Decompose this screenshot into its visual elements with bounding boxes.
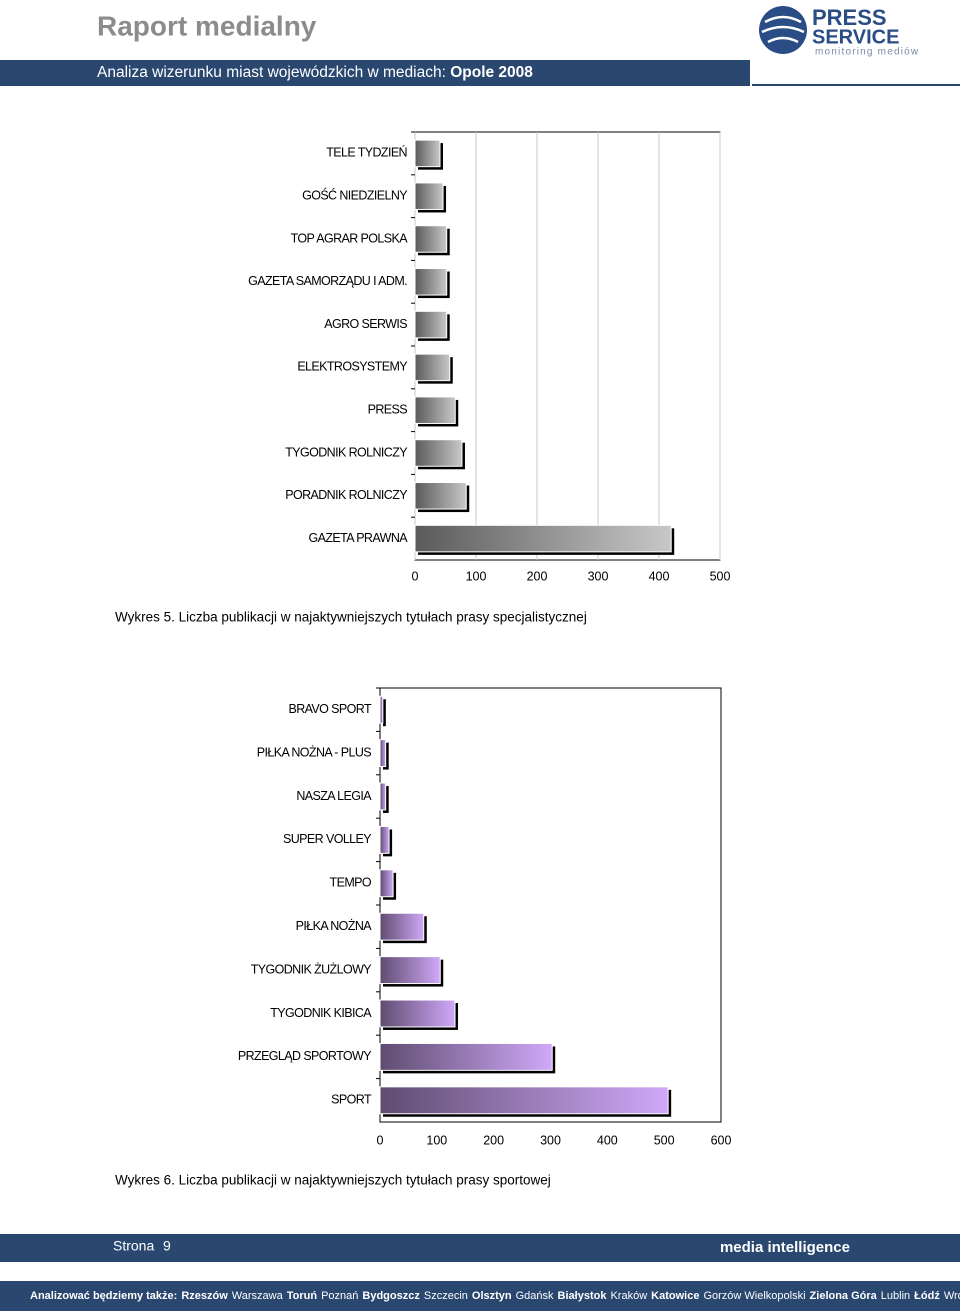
category-label: NASZA LEGIA bbox=[296, 789, 372, 803]
x-tick-label: 200 bbox=[483, 1133, 504, 1147]
cities-band bbox=[0, 1281, 960, 1311]
category-label: SPORT bbox=[331, 1093, 372, 1107]
bar bbox=[379, 825, 390, 854]
city: Olsztyn bbox=[472, 1290, 512, 1302]
city: Kraków bbox=[610, 1290, 647, 1302]
city: Poznań bbox=[321, 1290, 358, 1302]
city: Gdańsk bbox=[516, 1290, 554, 1302]
category-label: AGRO SERWIS bbox=[324, 317, 407, 331]
bar bbox=[379, 999, 456, 1028]
category-label: ELEKTROSYSTEMY bbox=[297, 360, 408, 374]
city: Lublin bbox=[881, 1290, 910, 1302]
bar bbox=[379, 912, 425, 941]
city: Łódź bbox=[914, 1290, 940, 1302]
header-band bbox=[0, 60, 750, 86]
category-label: TYGODNIK ROLNICZY bbox=[285, 445, 408, 459]
footer-band bbox=[0, 1234, 960, 1262]
city: Białystok bbox=[558, 1290, 608, 1302]
page-number: 9 bbox=[163, 1238, 171, 1254]
brand: media intelligence bbox=[720, 1239, 850, 1256]
category-label: PORADNIK ROLNICZY bbox=[285, 488, 408, 502]
x-tick-label: 600 bbox=[711, 1133, 732, 1147]
bar bbox=[414, 139, 441, 168]
chart-caption: Wykres 6. Liczba publikacji w najaktywni… bbox=[115, 1173, 551, 1188]
category-label: TOP AGRAR POLSKA bbox=[291, 231, 409, 245]
page-label: Strona bbox=[113, 1238, 154, 1254]
x-tick-label: 300 bbox=[588, 569, 609, 583]
category-label: PIŁKA NOŻNA - PLUS bbox=[257, 745, 372, 759]
category-label: TEMPO bbox=[330, 876, 372, 890]
city: Zielona Góra bbox=[810, 1290, 878, 1302]
chart-caption: Wykres 5. Liczba publikacji w najaktywni… bbox=[115, 610, 587, 625]
subtitle-bold: Opole 2008 bbox=[450, 64, 533, 81]
category-label: GAZETA SAMORZĄDU I ADM. bbox=[248, 274, 407, 288]
bar-shadow bbox=[383, 699, 386, 727]
bar bbox=[414, 353, 451, 382]
x-tick-label: 200 bbox=[527, 569, 548, 583]
x-tick-label: 500 bbox=[654, 1133, 675, 1147]
city: Warszawa bbox=[232, 1290, 284, 1302]
bar bbox=[414, 482, 467, 510]
category-label: PIŁKA NOŻNA bbox=[296, 919, 373, 933]
bar bbox=[379, 1042, 553, 1071]
logo-swoosh bbox=[761, 15, 805, 44]
subtitle-text: Analiza wizerunku miast wojewódzkich w m… bbox=[97, 64, 450, 81]
bar bbox=[414, 225, 448, 253]
category-label: GOŚĆ NIEDZIELNY bbox=[302, 187, 408, 202]
bar bbox=[379, 695, 384, 724]
category-label: BRAVO SPORT bbox=[288, 702, 372, 716]
category-label: TYGODNIK ŻUŻLOWY bbox=[251, 962, 373, 976]
x-tick-label: 500 bbox=[710, 569, 731, 583]
x-tick-label: 100 bbox=[426, 1133, 447, 1147]
bar bbox=[414, 524, 672, 553]
x-tick-label: 400 bbox=[649, 569, 670, 583]
bar bbox=[414, 310, 448, 339]
category-label: PRESS bbox=[368, 402, 408, 416]
bar bbox=[414, 268, 448, 296]
bar bbox=[379, 1086, 669, 1115]
bar bbox=[414, 396, 456, 424]
city: Szczecin bbox=[424, 1290, 468, 1302]
report-subtitle: Analiza wizerunku miast wojewódzkich w m… bbox=[97, 64, 533, 81]
bar bbox=[414, 439, 463, 467]
x-tick-label: 0 bbox=[412, 569, 419, 583]
x-tick-label: 0 bbox=[377, 1133, 384, 1147]
logo-main: PRESS bbox=[812, 5, 887, 30]
bar bbox=[379, 739, 387, 768]
category-label: TYGODNIK KIBICA bbox=[270, 1006, 372, 1020]
logo-second: SERVICE bbox=[812, 26, 899, 48]
bar bbox=[379, 782, 387, 811]
city: Wrocław bbox=[944, 1290, 960, 1302]
city: Bydgoszcz bbox=[362, 1290, 420, 1302]
cities-line: Analizować będziemy także: Rzeszów Warszaw… bbox=[30, 1290, 960, 1302]
city: Rzeszów bbox=[181, 1290, 228, 1302]
category-label: SUPER VOLLEY bbox=[283, 832, 372, 846]
x-tick-label: 400 bbox=[597, 1133, 618, 1147]
category-label: GAZETA PRAWNA bbox=[309, 531, 409, 545]
report-title: Raport medialny bbox=[97, 10, 317, 41]
city: Gorzów Wielkopolski bbox=[703, 1290, 805, 1302]
bar bbox=[379, 956, 441, 985]
city: Toruń bbox=[287, 1290, 318, 1302]
x-tick-label: 300 bbox=[540, 1133, 561, 1147]
category-label: PRZEGLĄD SPORTOWY bbox=[238, 1049, 372, 1063]
bar bbox=[379, 869, 394, 898]
logo-tagline: monitoring mediów bbox=[815, 47, 919, 58]
bar bbox=[414, 182, 444, 210]
x-tick-label: 100 bbox=[466, 569, 487, 583]
category-label: TELE TYDZIEŃ bbox=[326, 145, 407, 160]
cities-intro: Analizować będziemy także: bbox=[30, 1290, 177, 1302]
city: Katowice bbox=[651, 1290, 699, 1302]
